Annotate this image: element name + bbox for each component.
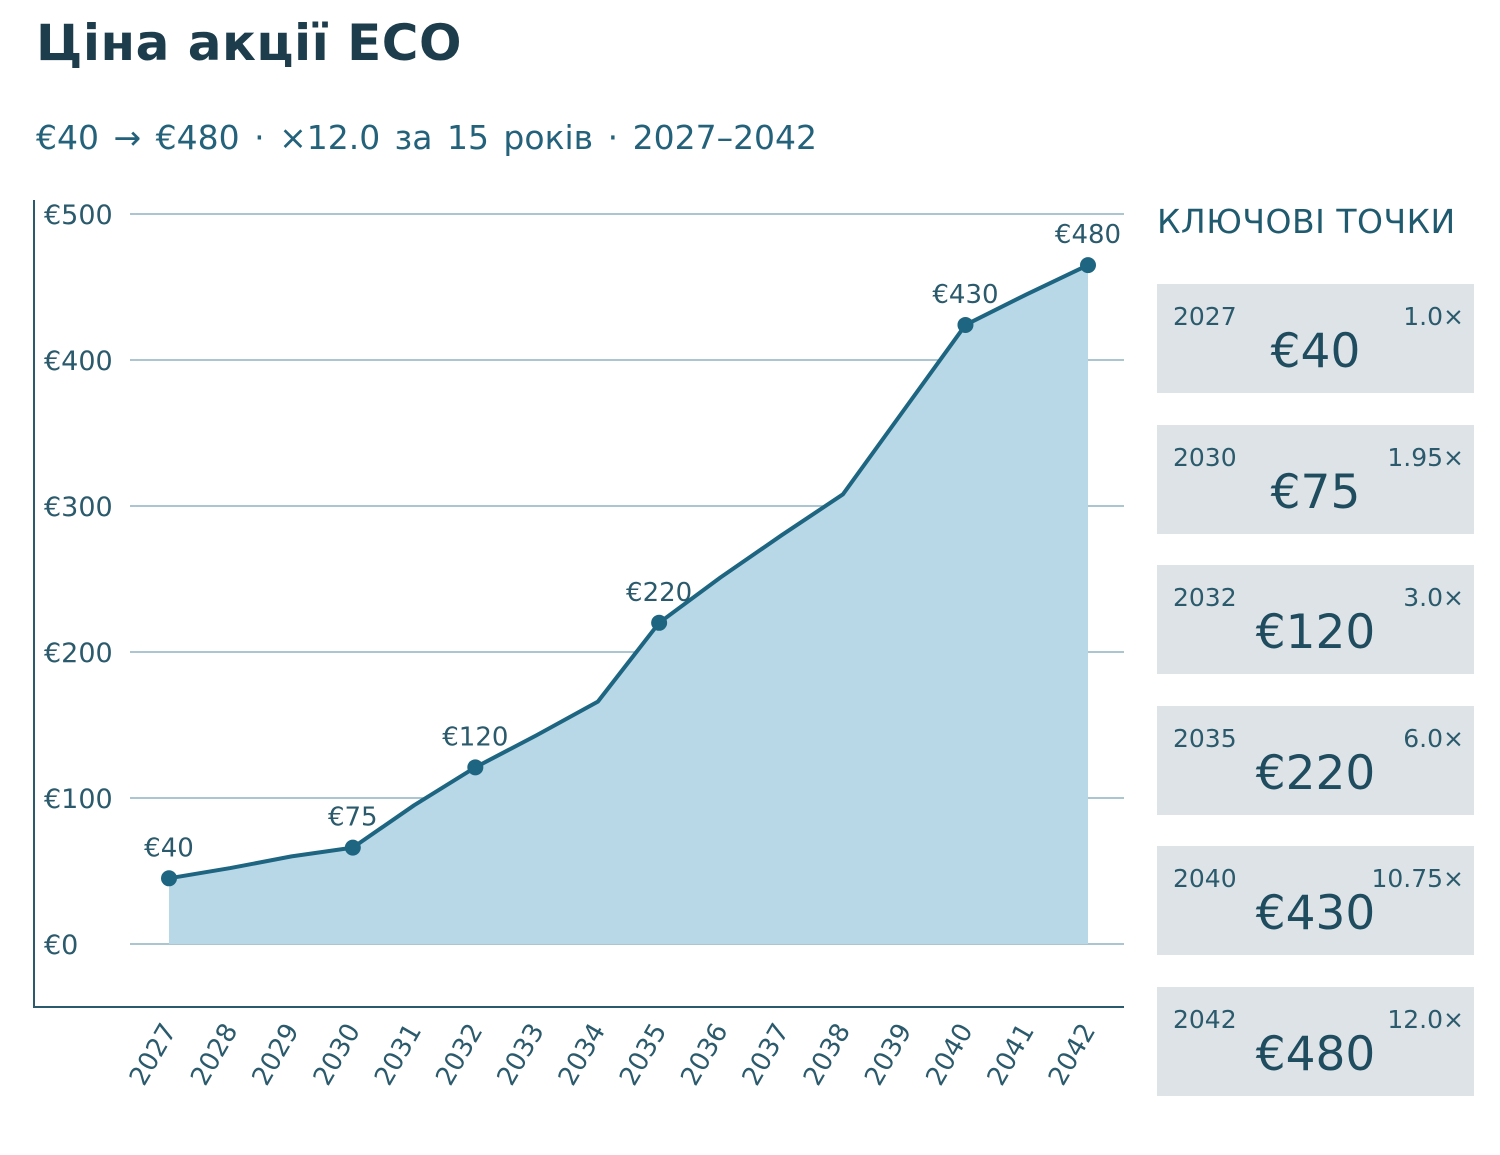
x-tick-label: 2029 (247, 1019, 306, 1091)
x-tick-label: 2031 (369, 1019, 428, 1091)
key-points-title: КЛЮЧОВІ ТОЧКИ (1157, 202, 1456, 241)
y-tick-label: €0 (44, 930, 78, 961)
x-tick-label: 2041 (982, 1019, 1041, 1091)
y-tick-labels: €0 €100 €200 €300 €400 €500 (44, 200, 113, 961)
key-point-year: 2027 (1173, 302, 1237, 331)
key-point-card: 2035 6.0× €220 (1157, 706, 1474, 815)
data-point (161, 870, 177, 887)
page-subtitle: €40 → €480 · ×12.0 за 15 років · 2027–20… (36, 118, 818, 157)
x-tick-label: 2042 (1043, 1019, 1102, 1091)
key-point-card: 2042 12.0× €480 (1157, 987, 1474, 1096)
key-point-year: 2035 (1173, 724, 1237, 753)
axes (33, 200, 1124, 1008)
data-label: €40 (144, 833, 194, 863)
page-title: Ціна акції ECO (36, 14, 462, 72)
y-tick-label: €400 (44, 346, 113, 377)
data-point (651, 614, 668, 631)
data-markers: €40 €75 €120 €220 €430 €480 (144, 220, 1121, 887)
data-label: €75 (328, 803, 378, 833)
data-point (344, 839, 361, 856)
y-tick-label: €200 (44, 638, 113, 669)
key-point-multiple: 1.95× (1387, 443, 1464, 472)
key-point-multiple: 10.75× (1371, 864, 1464, 893)
data-point (467, 759, 484, 776)
x-tick-label: 2036 (675, 1019, 734, 1091)
x-tick-label: 2028 (185, 1019, 244, 1091)
key-point-year: 2042 (1173, 1005, 1237, 1034)
key-point-price: €430 (1255, 886, 1376, 941)
key-point-multiple: 12.0× (1387, 1005, 1464, 1034)
y-tick-label: €300 (44, 492, 113, 523)
key-point-price: €120 (1255, 605, 1376, 660)
key-point-multiple: 1.0× (1403, 302, 1464, 331)
key-point-card: 2032 3.0× €120 (1157, 565, 1474, 674)
key-point-year: 2040 (1173, 864, 1237, 893)
price-area (169, 265, 1088, 945)
data-point (957, 316, 974, 333)
key-point-multiple: 3.0× (1403, 583, 1464, 612)
x-tick-label: 2037 (737, 1019, 796, 1091)
y-tick-label: €500 (44, 200, 113, 231)
price-line (168, 263, 1089, 881)
key-point-price: €480 (1255, 1027, 1376, 1082)
price-chart: €0€100€200€300€400€500 2027 2028 2029 2030 2… (33, 200, 1124, 1091)
key-point-card: 2027 1.0× €40 (1157, 284, 1474, 393)
data-label: €220 (626, 578, 692, 608)
x-tick-labels: 2027 2028 2029 2030 2031 2032 2033 2034 2035 2036… (124, 1019, 1102, 1091)
key-point-price: €40 (1270, 324, 1361, 379)
data-label: €120 (442, 722, 508, 752)
key-point-year: 2030 (1173, 443, 1237, 472)
key-point-multiple: 6.0× (1403, 724, 1464, 753)
key-point-card: 2040 10.75× €430 (1157, 846, 1474, 955)
data-label: €430 (932, 280, 998, 310)
x-tick-label: 2038 (798, 1019, 857, 1091)
data-point (1080, 257, 1096, 274)
x-tick-label: 2035 (614, 1019, 673, 1091)
x-tick-label: 2033 (492, 1019, 551, 1091)
data-label: €480 (1055, 220, 1121, 250)
key-point-year: 2032 (1173, 583, 1237, 612)
key-point-price: €75 (1270, 465, 1361, 520)
y-tick-label: €100 (44, 784, 113, 815)
x-tick-label: 2039 (859, 1019, 918, 1091)
x-tick-label: 2027 (124, 1019, 183, 1091)
x-tick-label: 2034 (553, 1019, 612, 1091)
x-tick-label: 2040 (920, 1019, 979, 1091)
key-point-card: 2030 1.95× €75 (1157, 425, 1474, 534)
x-tick-label: 2032 (430, 1019, 489, 1091)
key-point-price: €220 (1255, 746, 1376, 801)
x-tick-label: 2030 (308, 1019, 367, 1091)
